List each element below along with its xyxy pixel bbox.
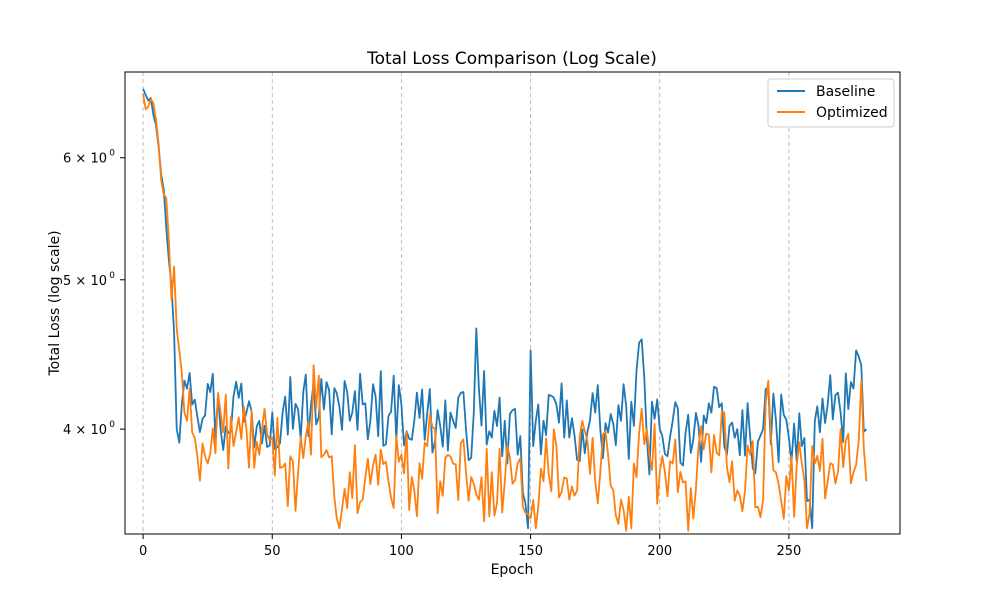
series-line-optimized: [142, 93, 868, 532]
series-lines: [142, 88, 868, 532]
legend: Baseline Optimized: [767, 78, 895, 128]
plot-background: [125, 72, 900, 534]
y-tick-exponent: 0: [109, 271, 115, 281]
plot-frame: [124, 71, 901, 535]
x-tick-label: 0: [139, 544, 147, 559]
y-tick-label: 4 × 10: [63, 423, 107, 438]
series-line-baseline: [142, 88, 868, 530]
x-tick-label: 100: [389, 544, 414, 559]
x-tick-label: 150: [518, 544, 543, 559]
x-gridlines: [142, 72, 790, 534]
y-tick-exponent: 0: [109, 149, 115, 159]
legend-label-optimized: Optimized: [816, 105, 888, 121]
x-tick-label: 250: [777, 544, 802, 559]
x-axis-label: Epoch: [491, 562, 534, 578]
y-tick-exponent: 0: [109, 420, 115, 430]
y-tick-label: 6 × 10: [63, 152, 107, 167]
y-tick-label: 5 × 10: [63, 274, 107, 289]
x-axis: 0 50 100 150 200 250: [139, 534, 801, 559]
y-axis: 4 × 10 05 × 10 06 × 10 0: [63, 149, 125, 438]
y-axis-label: Total Loss (log scale): [47, 230, 63, 376]
chart-title: Total Loss Comparison (Log Scale): [366, 49, 657, 69]
x-tick-label: 200: [647, 544, 672, 559]
x-tick-label: 50: [264, 544, 281, 559]
plot-area: [124, 71, 901, 535]
legend-label-baseline: Baseline: [816, 84, 875, 100]
